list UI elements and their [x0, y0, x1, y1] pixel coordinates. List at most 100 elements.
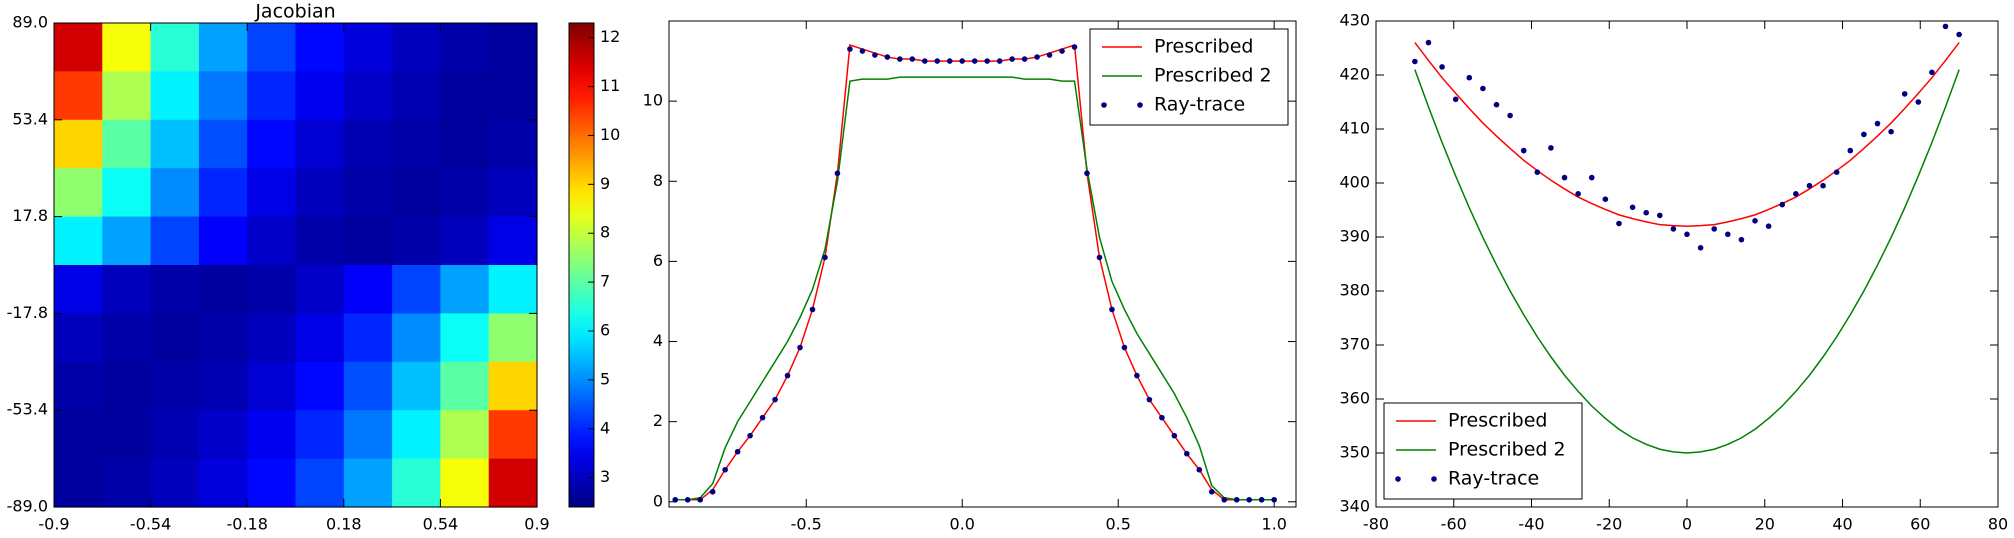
heat-cell — [102, 71, 152, 121]
data-point — [1507, 112, 1513, 119]
x-tick-label: 0.9 — [524, 515, 549, 534]
data-point — [1888, 128, 1894, 135]
legend-swatch — [1395, 476, 1401, 482]
data-point — [1071, 44, 1078, 50]
data-point — [1697, 245, 1704, 251]
y-tick-label: 89.0 — [12, 13, 48, 32]
data-point — [1901, 91, 1908, 97]
colorbar-tick-label: 10 — [600, 125, 620, 144]
heat-cell — [488, 168, 538, 218]
heat-cell — [295, 71, 345, 121]
heat-cell — [102, 313, 152, 363]
data-point — [834, 170, 841, 177]
y-tick-label: 8 — [653, 171, 663, 190]
y-tick-label: 420 — [1339, 65, 1370, 84]
heat-cell — [392, 216, 441, 266]
heat-cell — [440, 168, 490, 218]
heat-cell — [102, 119, 152, 169]
data-point — [1711, 226, 1718, 232]
y-tick-label: 6 — [653, 251, 663, 270]
y-tick-label: 410 — [1339, 119, 1370, 138]
data-point — [1159, 414, 1165, 421]
heat-cell — [343, 23, 393, 72]
heat-cell — [150, 119, 200, 169]
data-point — [859, 48, 866, 54]
data-point — [1046, 52, 1053, 58]
data-point — [1184, 450, 1190, 457]
heat-cell — [295, 168, 345, 218]
legend-label: Prescribed 2 — [1154, 65, 1272, 87]
heat-cell — [247, 458, 297, 508]
y-tick-label: 370 — [1339, 335, 1370, 354]
data-point — [1806, 182, 1813, 189]
data-point — [1656, 212, 1663, 219]
heat-cell — [198, 119, 248, 169]
x-tick-label: 80 — [1988, 515, 2008, 534]
data-point — [1929, 69, 1935, 76]
heat-cell — [54, 23, 103, 72]
heat-cell — [54, 168, 103, 218]
heat-cell — [295, 458, 345, 508]
data-point — [1059, 48, 1065, 54]
heat-cell — [392, 119, 441, 169]
data-point — [759, 414, 766, 421]
x-tick-label: 20 — [1755, 515, 1775, 534]
data-point — [1956, 31, 1962, 38]
heat-cell — [54, 361, 103, 411]
heat-cell — [488, 265, 538, 314]
data-point — [1034, 54, 1040, 60]
data-point — [1725, 231, 1731, 238]
heat-cell — [295, 313, 345, 363]
heat-cell — [247, 313, 297, 363]
data-point — [1602, 196, 1609, 202]
heat-cell — [198, 216, 248, 266]
heat-cell — [54, 410, 103, 460]
heat-cell — [343, 313, 393, 363]
heat-cell — [150, 265, 200, 314]
data-point — [822, 254, 828, 261]
heat-cell — [198, 71, 248, 121]
x-tick-label: 0.0 — [949, 515, 974, 534]
data-point — [1670, 226, 1677, 232]
legend-swatch — [1137, 102, 1143, 108]
data-point — [1171, 432, 1178, 439]
colorbar-tick-label: 3 — [600, 467, 610, 486]
x-tick-label: 60 — [1910, 515, 1930, 534]
data-point — [1820, 182, 1826, 189]
x-tick-label: -40 — [1518, 515, 1544, 534]
data-point — [1493, 101, 1500, 108]
data-point — [1534, 169, 1541, 175]
y-tick-label: 380 — [1339, 281, 1370, 300]
heat-cell — [488, 361, 538, 411]
data-point — [1480, 85, 1486, 92]
data-point — [946, 58, 953, 64]
data-point — [909, 56, 916, 62]
data-point — [1684, 231, 1690, 238]
heat-cell — [150, 313, 200, 363]
data-point — [722, 466, 728, 473]
data-point — [996, 58, 1003, 64]
y-tick-label: -17.8 — [7, 303, 48, 322]
heat-cell — [150, 168, 200, 218]
heat-cell — [440, 119, 490, 169]
data-point — [1915, 99, 1922, 105]
data-point — [1466, 74, 1473, 81]
heat-cell — [392, 23, 441, 72]
y-tick-label: 430 — [1339, 11, 1370, 30]
data-point — [772, 396, 778, 403]
data-point — [1861, 131, 1867, 138]
heat-cell — [247, 265, 297, 314]
data-point — [1575, 191, 1581, 197]
heat-cell — [440, 23, 490, 72]
heat-cell — [488, 119, 538, 169]
data-point — [809, 306, 816, 313]
y-tick-label: 390 — [1339, 227, 1370, 246]
heat-cell — [488, 410, 538, 460]
colorbar-tick-label: 7 — [600, 272, 610, 291]
heat-cell — [440, 458, 490, 508]
heat-cell — [150, 361, 200, 411]
heat-cell — [392, 410, 441, 460]
data-point — [1548, 145, 1554, 151]
data-point — [1009, 56, 1015, 62]
y-tick-label: 53.4 — [12, 109, 48, 128]
